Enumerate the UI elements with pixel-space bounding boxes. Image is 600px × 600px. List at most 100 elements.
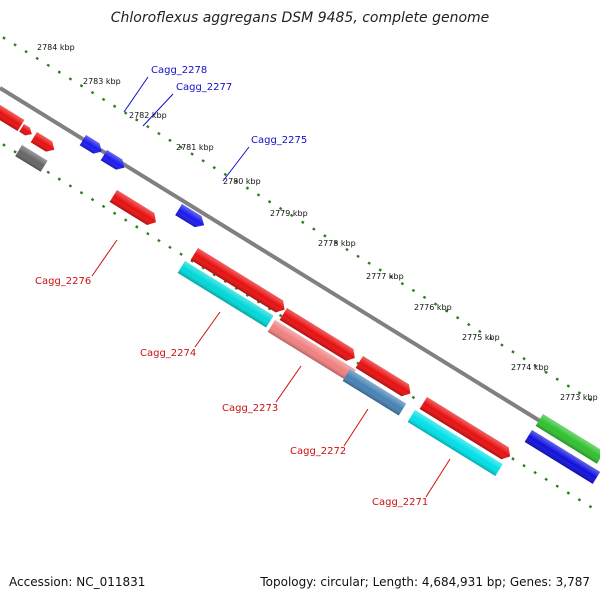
scale-dot-inner [511, 457, 515, 461]
gene-feature[interactable] [279, 308, 359, 364]
gene-feature-shading [190, 248, 285, 313]
scale-dot-outer [90, 90, 95, 95]
gene-feature[interactable] [407, 410, 503, 476]
kbp-tick-label: 2775 kbp [462, 333, 500, 342]
scale-dot-inner [278, 313, 283, 318]
scale-dot-outer [278, 206, 283, 211]
gene-feature[interactable] [190, 248, 289, 316]
scale-dot-outer [489, 336, 493, 340]
scale-dot-outer [35, 56, 39, 61]
scale-dot-outer [511, 350, 515, 354]
gene-label[interactable]: Cagg_2271 [372, 497, 428, 508]
kbp-tick-label: 2781 kbp [176, 143, 214, 152]
gene-label-leader [91, 239, 118, 277]
kbp-tick-label: 2779 kbp [270, 209, 308, 218]
gene-feature[interactable] [109, 190, 160, 228]
scale-dot-outer [400, 281, 405, 286]
gene-feature[interactable] [15, 145, 48, 172]
gene-feature[interactable] [30, 132, 58, 155]
gene-feature[interactable] [177, 261, 274, 328]
scale-dot-inner [157, 238, 161, 243]
gene-feature-shading [355, 356, 411, 397]
scale-dot-outer [422, 295, 427, 299]
gene-label-leader [142, 93, 174, 127]
gene-feature[interactable] [524, 430, 600, 484]
gene-feature[interactable] [175, 204, 207, 231]
kbp-tick-labels: 2784 kbp 2783 kbp 2782 kbp 2781 kbp 2780 kbp… [37, 43, 598, 402]
kbp-tick-label: 2784 kbp [37, 43, 75, 52]
scale-dot-outer [24, 49, 28, 54]
scale-dot-outer [433, 302, 438, 306]
gene-feature[interactable] [355, 356, 414, 399]
gene-feature-shading [79, 135, 102, 154]
gene-feature[interactable] [100, 150, 128, 173]
scale-dot-inner [101, 204, 106, 209]
gene-feature-shading [407, 410, 503, 476]
gene-feature[interactable] [267, 320, 356, 382]
scale-dot-outer [444, 309, 449, 313]
scale-dot-inner [79, 191, 84, 195]
label-leader-lines [91, 76, 451, 498]
scale-dot-outer [455, 316, 460, 320]
scale-dot-outer [289, 213, 294, 218]
gene-feature[interactable] [79, 135, 105, 157]
scale-dot-inner [112, 211, 117, 215]
scale-dot-inner [146, 232, 150, 236]
gene-feature[interactable] [419, 397, 514, 462]
gene-feature[interactable] [19, 124, 34, 138]
scale-dot-outer [467, 322, 471, 327]
scale-dot-inner [168, 245, 172, 250]
gene-labels: Cagg_2278 Cagg_2277 Cagg_2275 Cagg_2276 Cagg… [35, 65, 428, 508]
scale-dot-inner [555, 484, 559, 488]
scale-dot-outer [223, 172, 228, 177]
gene-label-leader [123, 76, 149, 113]
gene-feature-shading [419, 397, 511, 460]
gene-label[interactable]: Cagg_2277 [176, 82, 232, 93]
scale-dot-outer [201, 159, 205, 163]
gene-label[interactable]: Cagg_2278 [151, 65, 207, 76]
scale-dot-outer [389, 275, 394, 279]
scale-dot-inner [223, 279, 228, 284]
gene-label[interactable]: Cagg_2275 [251, 135, 307, 146]
scale-dot-outer [179, 145, 183, 149]
gene-feature-shading [177, 261, 274, 328]
scale-dot-outer [256, 193, 261, 197]
gene-feature[interactable] [0, 100, 25, 132]
scale-dot-inner [2, 143, 6, 147]
gene-label[interactable]: Cagg_2272 [290, 446, 346, 457]
scale-dot-inner [267, 307, 272, 311]
gene-feature[interactable] [535, 414, 600, 464]
kbp-scale-outer [2, 36, 593, 402]
gene-feature-shading [19, 124, 32, 136]
scale-dot-outer [57, 70, 62, 74]
scale-dot-outer [478, 329, 482, 334]
scale-dot-outer [13, 43, 17, 47]
scale-dot-outer [312, 227, 316, 231]
scale-dot-outer [112, 104, 117, 108]
scale-dot-inner [201, 266, 205, 270]
genome-summary: Topology: circular; Length: 4,684,931 bp… [260, 575, 590, 589]
scale-dot-inner [533, 470, 537, 475]
scale-dot-outer [157, 131, 161, 136]
map-title: Chloroflexus aggregans DSM 9485, complet… [110, 10, 490, 26]
gene-label[interactable]: Cagg_2276 [35, 276, 91, 287]
scale-dot-outer [46, 63, 50, 67]
scale-dot-inner [234, 286, 239, 290]
scale-dot-inner [566, 491, 571, 495]
scale-dot-inner [256, 300, 261, 304]
gene-feature-shading [279, 308, 355, 361]
kbp-tick-label: 2777 kbp [366, 272, 404, 281]
scale-dot-inner [522, 464, 526, 468]
scale-dot-outer [245, 186, 250, 190]
scale-dot-outer [588, 397, 593, 402]
gene-feature[interactable] [342, 369, 407, 416]
gene-label[interactable]: Cagg_2274 [140, 348, 196, 359]
scale-dot-inner [135, 225, 139, 229]
gene-feature-shading [30, 132, 55, 152]
scale-dot-outer [168, 138, 172, 143]
scale-dot-outer [367, 261, 371, 265]
kbp-tick-label: 2776 kbp [414, 303, 452, 312]
gene-label[interactable]: Cagg_2273 [222, 403, 278, 414]
scale-dot-outer [323, 234, 327, 238]
scale-dot-inner [179, 252, 183, 256]
